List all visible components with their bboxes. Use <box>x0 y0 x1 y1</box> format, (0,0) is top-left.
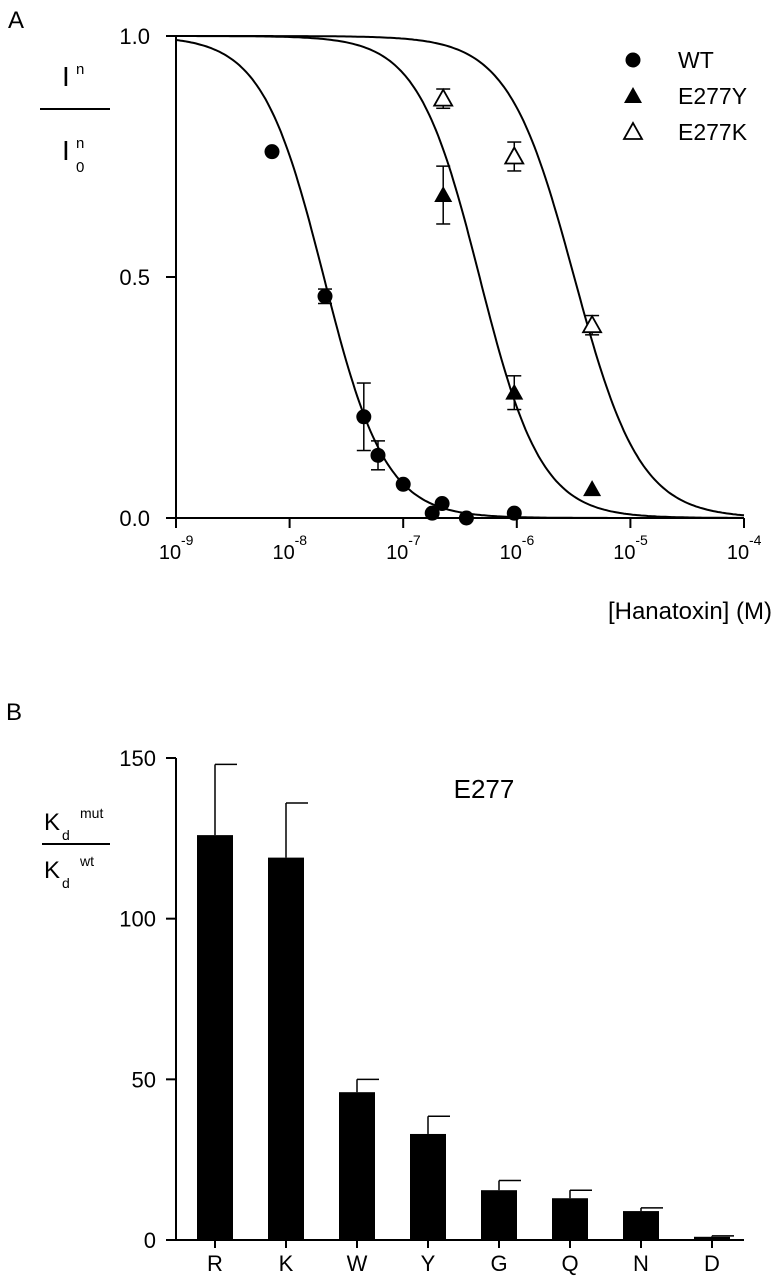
panel-a-ylabel: I n I n 0 <box>40 61 110 176</box>
panel-b-ylabel: K d mut K d wt <box>42 805 110 891</box>
x-tick-label-exponent: -7 <box>408 532 421 548</box>
y-tick-label: 150 <box>119 746 156 771</box>
y-tick-label: 50 <box>132 1067 156 1092</box>
legend-marker-wt <box>625 52 641 68</box>
y-tick-label: 1.0 <box>119 24 150 49</box>
x-tick-label-exponent: -6 <box>522 532 535 548</box>
panel-a-xlabel: [Hanatoxin] (M) <box>608 598 772 625</box>
data-point-e277y <box>505 383 524 400</box>
data-point-wt <box>458 510 474 526</box>
x-tick-label-base: 10 <box>159 542 181 564</box>
ylabel-den-sup: wt <box>79 853 94 869</box>
bar-d <box>694 1236 730 1240</box>
x-category-label-g: G <box>490 1251 507 1276</box>
panel-a-y-ticks: 0.0 0.5 1.0 <box>119 24 176 531</box>
x-tick-label-exponent: -9 <box>181 532 194 548</box>
data-point-wt <box>506 505 522 521</box>
panel-a: A I n I n 0 0.00.51.0 10-910-810-710-610… <box>8 7 772 625</box>
ylabel-den-sup: n <box>76 135 84 152</box>
x-category-label-y: Y <box>421 1251 436 1276</box>
panel-b-y-ticks: 0 50 100 150 <box>119 746 176 1253</box>
x-tick-label-exponent: -5 <box>635 532 648 548</box>
x-tick-label-base: 10 <box>500 542 522 564</box>
data-point-wt <box>424 505 440 521</box>
panel-a-fit-curves <box>175 35 745 519</box>
data-point-wt <box>370 447 386 463</box>
panel-b-letter: B <box>6 699 22 726</box>
x-tick-label-base: 10 <box>386 542 408 564</box>
x-tick-label-exponent: -4 <box>749 532 762 548</box>
y-tick-label: 0 <box>144 1228 156 1253</box>
ylabel-den-sub: 0 <box>76 159 84 176</box>
data-point-wt <box>264 144 280 160</box>
ylabel-num-base: K <box>44 809 60 836</box>
legend-label-wt: WT <box>678 47 714 73</box>
bar-w <box>339 1092 375 1240</box>
data-point-e277k <box>503 145 525 165</box>
x-tick-label-base: 10 <box>727 542 749 564</box>
panel-a-x-ticks: 10-910-810-710-610-510-4 <box>159 518 762 564</box>
x-category-label-d: D <box>704 1251 720 1276</box>
x-tick-label-exponent: -8 <box>295 532 308 548</box>
x-tick-label-base: 10 <box>613 542 635 564</box>
fit-curve-e277k <box>176 35 745 517</box>
data-point-wt <box>434 496 450 512</box>
panel-b-bars <box>197 763 734 1240</box>
bar-r <box>197 835 233 1240</box>
ylabel-den-base: K <box>44 857 60 884</box>
legend-label-e277y: E277Y <box>678 83 747 109</box>
panel-a-letter: A <box>8 7 24 34</box>
y-tick-label: 0.0 <box>119 506 150 531</box>
y-tick-label: 100 <box>119 907 156 932</box>
x-category-label-r: R <box>207 1251 223 1276</box>
y-tick-label: 0.5 <box>119 265 150 290</box>
panel-a-legend: WT E277Y E277K <box>622 47 748 145</box>
fit-curve-wt <box>175 39 744 519</box>
bar-y <box>410 1133 446 1240</box>
x-category-label-k: K <box>279 1251 294 1276</box>
data-point-e277y <box>434 186 453 203</box>
ylabel-num-sup: mut <box>80 805 103 821</box>
data-point-wt <box>356 409 372 425</box>
data-point-e277k <box>581 314 603 334</box>
ylabel-den-sub: d <box>62 875 70 891</box>
x-tick-label-base: 10 <box>272 542 294 564</box>
data-point-wt <box>317 288 333 304</box>
bar-g <box>481 1190 517 1240</box>
panel-a-points <box>264 87 603 526</box>
bar-q <box>552 1198 588 1240</box>
x-category-label-q: Q <box>561 1251 578 1276</box>
ylabel-num-sup: n <box>76 61 84 78</box>
ylabel-num-sub: d <box>62 827 70 843</box>
data-point-e277y <box>583 480 602 497</box>
x-category-label-w: W <box>347 1251 368 1276</box>
data-point-e277k <box>432 87 454 107</box>
ylabel-num-base: I <box>62 61 70 92</box>
x-category-label-n: N <box>633 1251 649 1276</box>
data-point-wt <box>395 476 411 492</box>
legend-marker-e277y <box>624 87 642 103</box>
bar-n <box>623 1211 659 1240</box>
panel-b: B E277 K d mut K d wt 0 50 100 150 R K W Y G Q N D <box>6 699 744 1276</box>
bar-k <box>268 857 304 1240</box>
panel-b-title: E277 <box>454 774 515 804</box>
fit-curve-e277y <box>176 35 744 519</box>
legend-label-e277k: E277K <box>678 119 748 145</box>
ylabel-den-base: I <box>62 135 70 166</box>
legend-marker-e277k <box>622 121 644 140</box>
